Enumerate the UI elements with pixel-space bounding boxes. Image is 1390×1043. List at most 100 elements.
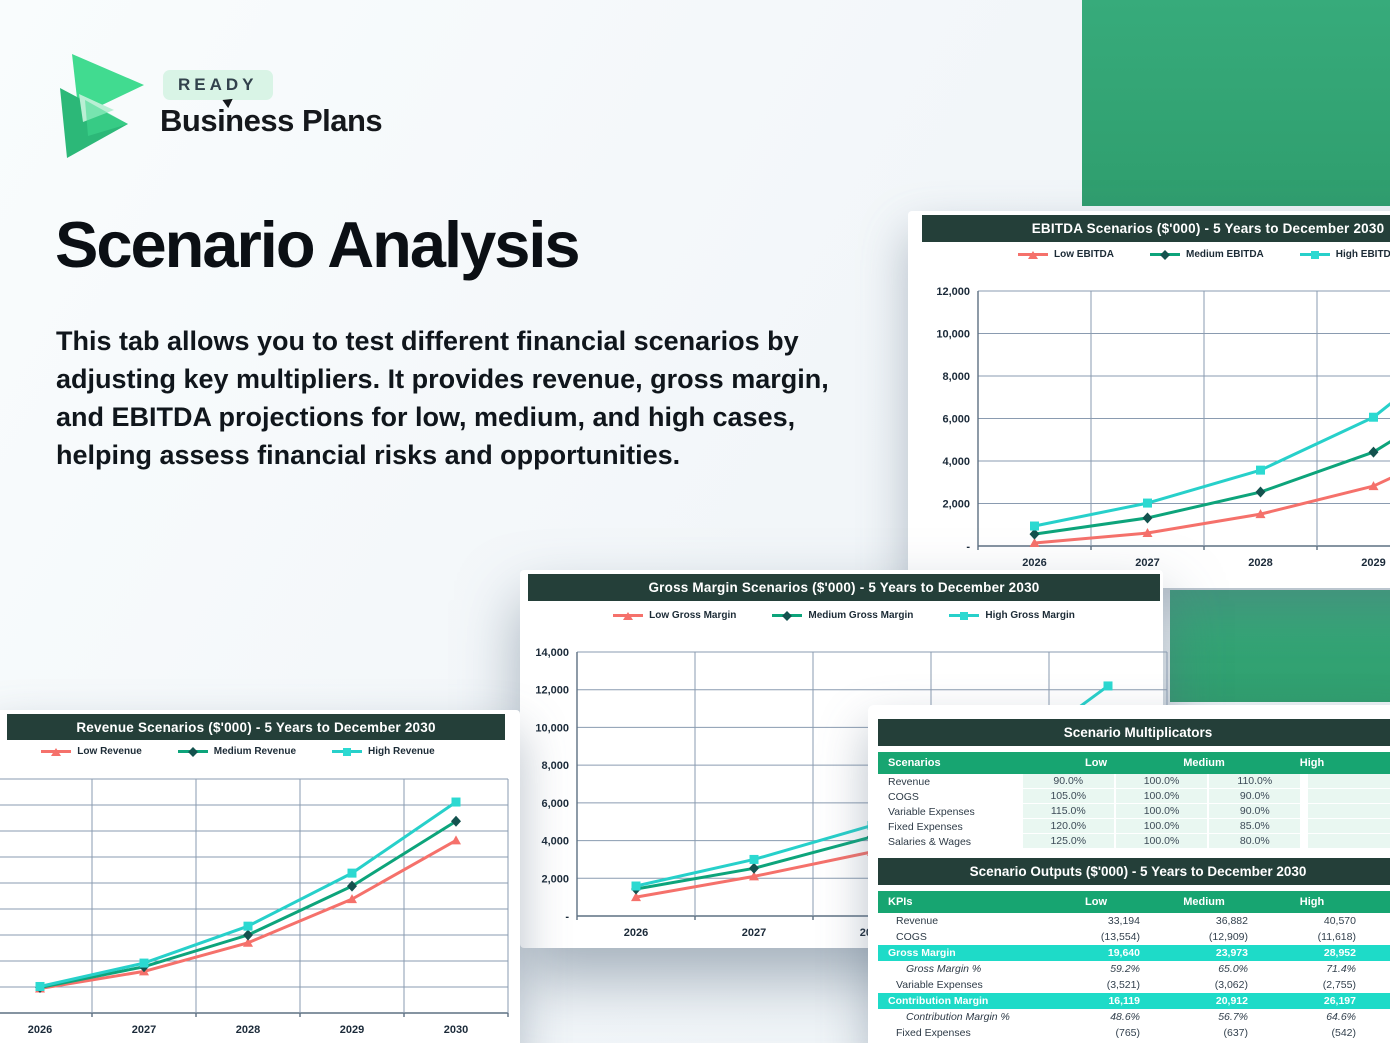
outputs-table: KPIs Low Medium High Revenue 33,194 36,882 40,5…: [878, 891, 1390, 1041]
table-header-row: Scenarios Low Medium High: [878, 752, 1390, 774]
square-marker-icon: [343, 747, 352, 756]
table-cell: 23,973: [1215, 947, 1248, 959]
table-cell: (12,909): [1208, 931, 1248, 943]
table-row-label: Revenue: [896, 915, 939, 927]
legend-item: Medium Gross Margin: [772, 610, 913, 621]
table-row-label: Variable Expenses: [896, 979, 983, 991]
table-cell: 100.0%: [1113, 774, 1208, 789]
table-cell: 19,640: [1107, 947, 1140, 959]
legend-label: High Revenue: [368, 746, 435, 757]
legend-item: Medium Revenue: [177, 746, 297, 757]
table-cell: 64.6%: [1326, 1011, 1356, 1023]
table-row-label: Contribution Margin: [888, 995, 989, 1007]
svg-text:10,000: 10,000: [936, 329, 970, 341]
svg-text:4,000: 4,000: [541, 836, 569, 848]
table-row: Contribution Margin % 48.6% 56.7% 64.6%: [878, 1009, 1390, 1025]
table-cell: (11,618): [1317, 931, 1356, 943]
table-cell: 85.0%: [1207, 819, 1301, 834]
table-row-label: Fixed Expenses: [888, 820, 963, 833]
svg-text:2028: 2028: [236, 1024, 260, 1036]
ready-badge: READY: [163, 70, 273, 100]
legend-label: High EBITDA: [1335, 249, 1390, 260]
gross-margin-chart-legend: Low Gross Margin Medium Gross Margin High …: [528, 610, 1160, 621]
table-cell: 56.7%: [1218, 1011, 1248, 1023]
table-cell: (13,554): [1100, 931, 1140, 943]
legend-item: High Revenue: [332, 746, 435, 757]
gross-margin-chart-title: Gross Margin Scenarios ($'000) - 5 Years…: [528, 574, 1160, 601]
legend-label: Medium Revenue: [213, 746, 297, 757]
svg-text:2026: 2026: [28, 1024, 52, 1036]
svg-text:2027: 2027: [1135, 557, 1159, 569]
svg-text:4,000: 4,000: [942, 456, 970, 468]
table-cell: 40,570: [1323, 915, 1356, 927]
table-cell: (637): [1223, 1027, 1248, 1039]
legend-label: Low EBITDA: [1054, 249, 1114, 260]
triangle-marker-icon: [1028, 250, 1038, 259]
table-cell: (2,755): [1322, 979, 1356, 991]
green-decor-top-right: [1082, 0, 1390, 206]
table-cell: 26,197: [1323, 995, 1356, 1007]
table-row-label: Fixed Expenses: [896, 1027, 971, 1039]
table-header-cell: Medium: [1183, 757, 1225, 769]
table-row-label: Revenue: [888, 775, 931, 788]
table-cell: 100.0%: [1113, 804, 1208, 819]
svg-text:14,000: 14,000: [535, 647, 569, 659]
legend-label: Medium Gross Margin: [808, 610, 914, 621]
svg-text:-: -: [565, 911, 569, 923]
ebitda-chart-legend: Low EBITDA Medium EBITDA High EBITDA: [922, 249, 1390, 260]
table-header-cell: Low: [1085, 757, 1107, 769]
table-cell: 115.0%: [1020, 804, 1114, 819]
table-row-label: Contribution Margin %: [906, 1011, 1010, 1023]
table-row: Fixed Expenses (765) (637) (542): [878, 1025, 1390, 1041]
svg-text:8,000: 8,000: [942, 371, 970, 383]
legend-item: Low Gross Margin: [613, 610, 736, 621]
ebitda-chart-card: EBITDA Scenarios ($'000) - 5 Years to De…: [908, 211, 1390, 588]
table-cell: 48.6%: [1110, 1011, 1140, 1023]
outputs-table-title: Scenario Outputs ($'000) - 5 Years to De…: [878, 858, 1390, 885]
table-header-cell: Scenarios: [888, 757, 941, 769]
legend-label: High Gross Margin: [985, 610, 1075, 621]
svg-text:2029: 2029: [1361, 557, 1385, 569]
svg-text:2027: 2027: [132, 1024, 156, 1036]
triangle-marker-icon: [623, 611, 634, 620]
svg-text:2,000: 2,000: [541, 873, 569, 885]
table-cell: (765): [1115, 1027, 1140, 1039]
table-header-cell: KPIs: [888, 896, 913, 908]
table-cell: 120.0%: [1020, 819, 1114, 834]
table-row: Revenue 90.0% 100.0% 110.0%: [878, 774, 1390, 789]
table-row-label: Variable Expenses: [888, 805, 975, 818]
brand-logo-icon: [60, 54, 144, 158]
legend-item: High EBITDA: [1299, 249, 1390, 260]
table-row: Gross Margin % 59.2% 65.0% 71.4%: [878, 961, 1390, 977]
table-header-cell: Medium: [1183, 896, 1225, 908]
svg-text:8,000: 8,000: [541, 760, 569, 772]
table-cell: (3,062): [1214, 979, 1248, 991]
table-header-cell: High: [1299, 757, 1325, 769]
legend-label: Low Revenue: [77, 746, 142, 757]
table-cell: 105.0%: [1020, 789, 1114, 804]
table-cell: 110.0%: [1207, 774, 1301, 789]
table-header-row: KPIs Low Medium High: [878, 891, 1390, 913]
table-cell: 33,194: [1107, 915, 1140, 927]
svg-text:2026: 2026: [624, 927, 648, 939]
square-marker-icon: [960, 611, 969, 620]
svg-text:2027: 2027: [742, 927, 766, 939]
table-header-cell: Low: [1085, 896, 1107, 908]
table-cell: 59.2%: [1110, 963, 1140, 975]
table-cell: 28,952: [1323, 947, 1356, 959]
table-row: Variable Expenses (3,521) (3,062) (2,755): [878, 977, 1390, 993]
ebitda-chart-title: EBITDA Scenarios ($'000) - 5 Years to De…: [922, 215, 1390, 242]
revenue-chart-title: Revenue Scenarios ($'000) - 5 Years to D…: [7, 714, 505, 740]
svg-text:2030: 2030: [444, 1024, 468, 1036]
table-cell: (542): [1331, 1027, 1356, 1039]
legend-item: Medium EBITDA: [1150, 249, 1264, 260]
table-cell: 125.0%: [1020, 834, 1114, 849]
square-marker-icon: [1310, 250, 1319, 259]
table-row: Revenue 33,194 36,882 40,570: [878, 913, 1390, 929]
table-row: Contribution Margin 16,119 20,912 26,197: [878, 993, 1390, 1009]
table-cell: 80.0%: [1207, 834, 1301, 849]
page-title: Scenario Analysis: [55, 208, 581, 281]
table-row: Salaries & Wages 125.0% 100.0% 80.0%: [878, 834, 1390, 849]
legend-label: Medium EBITDA: [1186, 249, 1264, 260]
